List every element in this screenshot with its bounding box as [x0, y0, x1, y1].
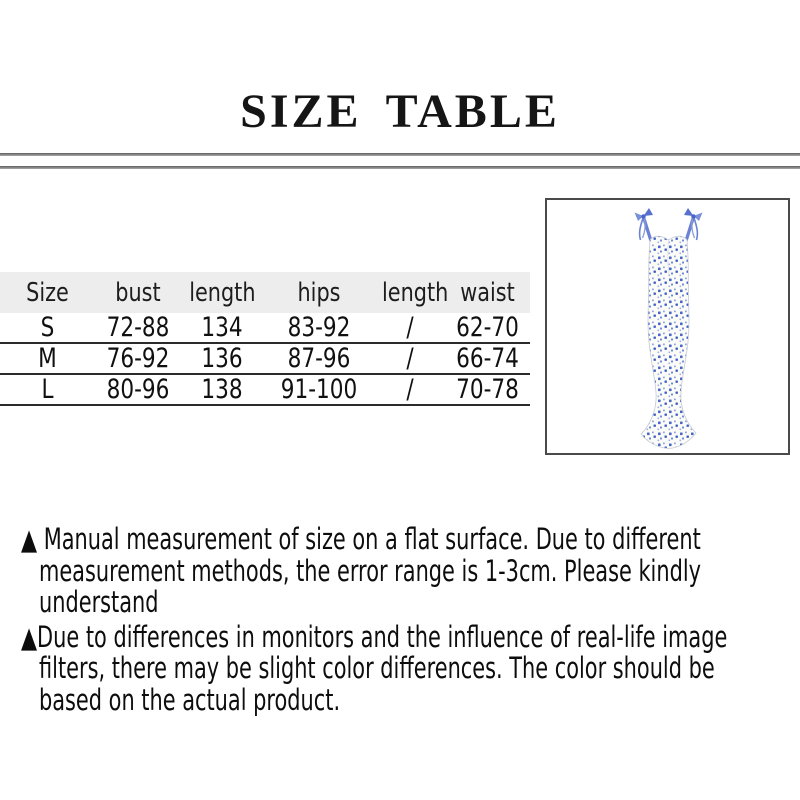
- cell-hips: 87-96: [287, 343, 351, 374]
- header-length: length: [189, 277, 256, 308]
- cell-bust: 72-88: [106, 312, 170, 343]
- disclaimer-notes: ▲ Manual measurement of size on a flat s…: [21, 522, 800, 717]
- cell-length: 136: [201, 343, 243, 374]
- cell-size: S: [40, 312, 55, 343]
- note-line: measurement methods, the error range is …: [39, 553, 701, 588]
- table-row-m: M 76-92 136 87-96 / 66-74: [0, 343, 530, 375]
- cell-hips: 83-92: [287, 312, 351, 343]
- cell-waist: 62-70: [456, 312, 519, 343]
- header-bust: bust: [115, 277, 161, 308]
- cell-length: 138: [201, 374, 243, 405]
- cell-length2: /: [406, 374, 414, 405]
- dress-image: [634, 208, 703, 449]
- cell-length2: /: [406, 343, 414, 374]
- cell-bust: 76-92: [106, 343, 170, 374]
- cell-waist: 70-78: [456, 374, 519, 405]
- header-size: Size: [26, 277, 69, 308]
- table-row-s: S 72-88 134 83-92 / 62-70: [0, 312, 530, 344]
- cell-hips: 91-100: [280, 374, 358, 405]
- header-length2: length: [382, 277, 449, 308]
- divider-line-top: [0, 153, 800, 156]
- note-color: ▲Due to differences in monitors and the …: [21, 619, 800, 717]
- header-hips: hips: [297, 277, 341, 308]
- header-waist: waist: [460, 277, 515, 308]
- note-line: ▲Due to differences in monitors and the …: [21, 619, 728, 654]
- note-line: filters, there may be slight color diffe…: [39, 651, 715, 685]
- divider-line-bottom: [0, 166, 800, 169]
- cell-size: L: [41, 374, 54, 405]
- product-photo-frame: [545, 198, 790, 455]
- note-measurement: ▲ Manual measurement of size on a flat s…: [21, 522, 800, 619]
- table-row-l: L 80-96 138 91-100 / 70-78: [0, 374, 530, 406]
- size-table: Size bust length hips length waist S 72-…: [0, 272, 530, 406]
- note-line: ▲ Manual measurement of size on a flat s…: [21, 522, 701, 556]
- page-title: SIZE TABLE: [240, 85, 560, 138]
- cell-waist: 66-74: [456, 343, 519, 374]
- cell-length: 134: [201, 312, 243, 343]
- note-line: understand: [39, 585, 159, 619]
- size-table-header-row: Size bust length hips length waist: [0, 272, 530, 313]
- cell-bust: 80-96: [106, 374, 170, 405]
- cell-size: M: [38, 343, 57, 374]
- note-line: based on the actual product.: [39, 682, 341, 717]
- cell-length2: /: [406, 312, 414, 343]
